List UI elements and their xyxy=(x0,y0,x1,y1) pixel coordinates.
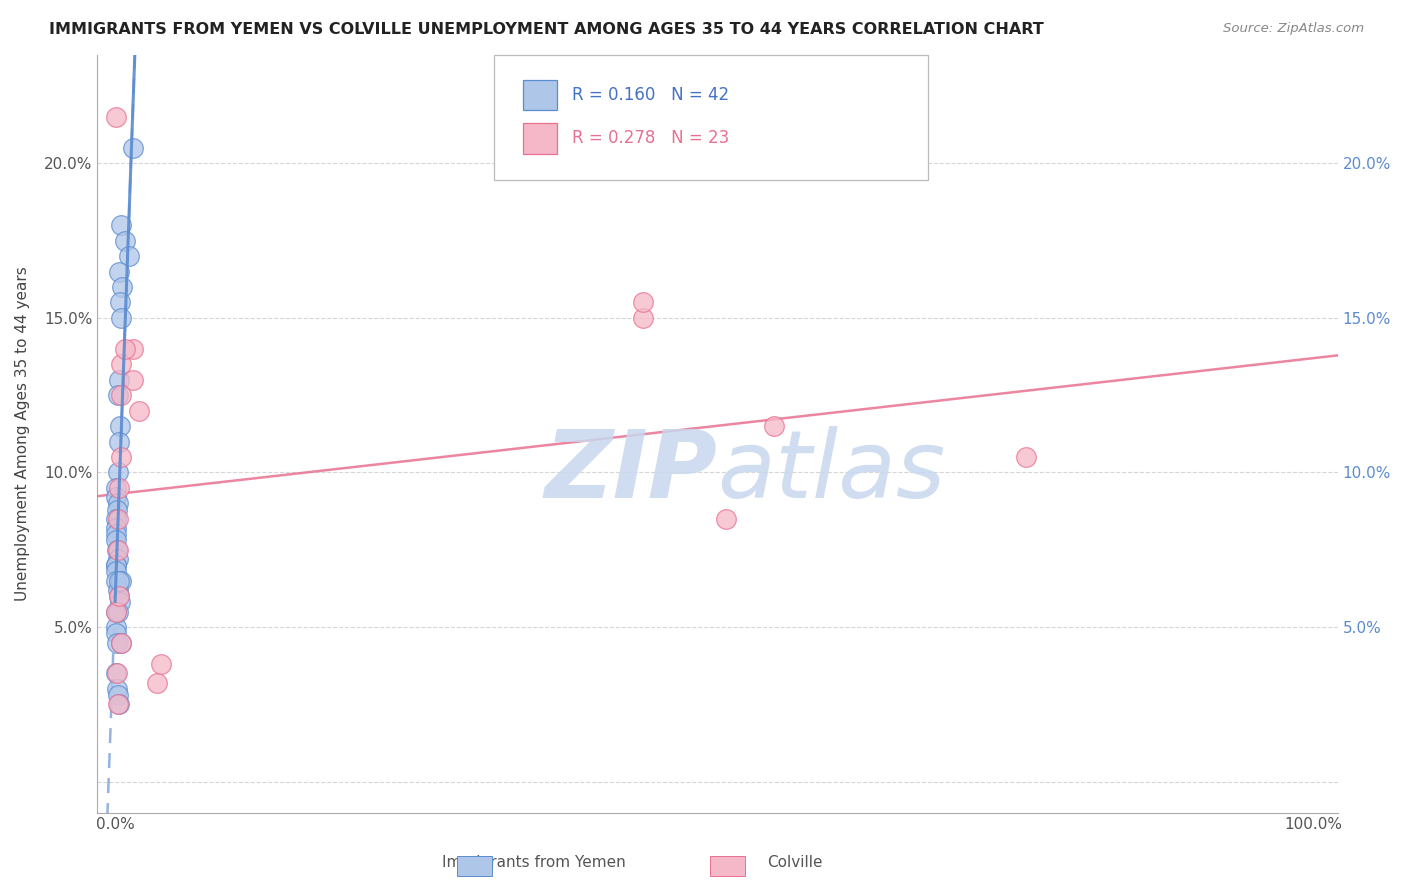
Text: R = 0.160   N = 42: R = 0.160 N = 42 xyxy=(572,87,730,104)
Y-axis label: Unemployment Among Ages 35 to 44 years: Unemployment Among Ages 35 to 44 years xyxy=(15,267,30,601)
Point xyxy=(110,357,132,371)
Text: Colville: Colville xyxy=(766,855,823,870)
Point xyxy=(107,589,129,603)
FancyBboxPatch shape xyxy=(494,55,928,180)
Point xyxy=(107,698,129,712)
Point xyxy=(110,218,132,232)
Point xyxy=(105,626,128,640)
Point xyxy=(631,310,654,325)
Point xyxy=(105,512,128,526)
Point xyxy=(105,521,128,535)
Point xyxy=(105,620,128,634)
Text: IMMIGRANTS FROM YEMEN VS COLVILLE UNEMPLOYMENT AMONG AGES 35 TO 44 YEARS CORRELA: IMMIGRANTS FROM YEMEN VS COLVILLE UNEMPL… xyxy=(49,22,1045,37)
Point xyxy=(128,403,150,417)
Point xyxy=(104,527,127,541)
Point xyxy=(107,698,129,712)
Point xyxy=(110,574,132,588)
Point xyxy=(107,481,129,495)
Point xyxy=(763,419,786,434)
Point xyxy=(110,310,132,325)
Point xyxy=(108,419,131,434)
Point xyxy=(107,542,129,557)
Bar xyxy=(523,80,557,111)
Point xyxy=(146,675,169,690)
Point xyxy=(114,342,136,356)
Point xyxy=(105,605,128,619)
Point xyxy=(104,565,127,579)
Point xyxy=(107,574,129,588)
Point xyxy=(107,496,129,510)
Point xyxy=(108,295,131,310)
Point xyxy=(107,373,129,387)
Point xyxy=(110,635,132,649)
Point xyxy=(107,605,129,619)
Point xyxy=(110,450,132,464)
Point xyxy=(107,582,129,597)
Point xyxy=(110,635,132,649)
Point xyxy=(105,605,128,619)
Point xyxy=(716,512,738,526)
Point xyxy=(110,388,132,402)
Point xyxy=(122,373,145,387)
Point xyxy=(105,533,128,548)
Point xyxy=(105,542,128,557)
Point xyxy=(107,589,129,603)
Point xyxy=(104,558,127,573)
Point xyxy=(111,280,134,294)
Text: Immigrants from Yemen: Immigrants from Yemen xyxy=(443,855,626,870)
Point xyxy=(118,249,141,263)
Point xyxy=(631,295,654,310)
Point xyxy=(105,681,128,696)
Point xyxy=(105,490,128,504)
Point xyxy=(107,512,129,526)
Point xyxy=(1015,450,1038,464)
Point xyxy=(114,234,136,248)
Point xyxy=(107,388,129,402)
Point xyxy=(105,558,128,573)
Point xyxy=(105,666,128,681)
Text: Source: ZipAtlas.com: Source: ZipAtlas.com xyxy=(1223,22,1364,36)
Point xyxy=(107,688,129,702)
Point xyxy=(107,552,129,566)
Point xyxy=(105,574,128,588)
Point xyxy=(122,342,145,356)
Point xyxy=(105,481,128,495)
Point xyxy=(107,466,129,480)
Point xyxy=(107,264,129,278)
Bar xyxy=(523,123,557,153)
Point xyxy=(108,595,131,609)
Point xyxy=(105,110,128,124)
Point xyxy=(107,434,129,449)
Point xyxy=(105,635,128,649)
Point xyxy=(122,141,145,155)
Point xyxy=(149,657,172,672)
Point xyxy=(105,502,128,516)
Text: ZIP: ZIP xyxy=(544,425,717,517)
Text: atlas: atlas xyxy=(717,426,946,517)
Point xyxy=(105,666,128,681)
Text: R = 0.278   N = 23: R = 0.278 N = 23 xyxy=(572,129,730,147)
